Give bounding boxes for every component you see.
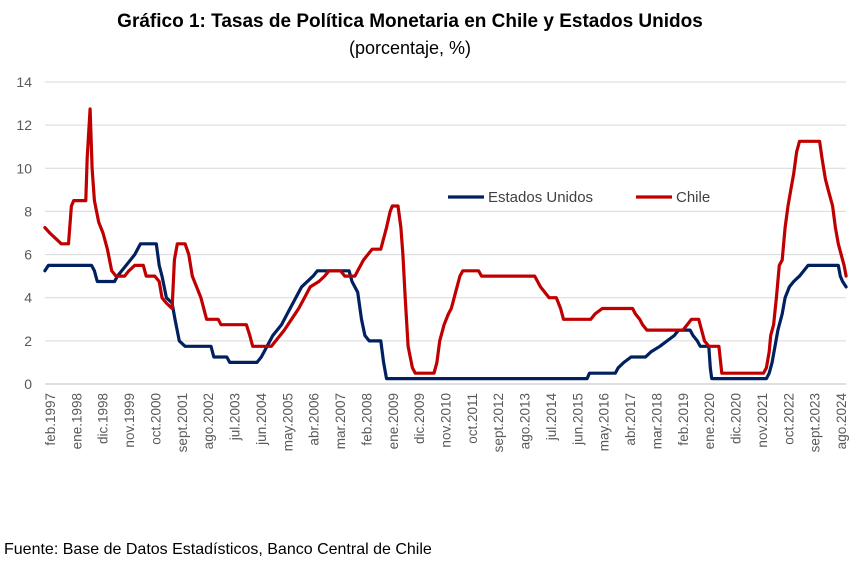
y-tick-label: 14: [16, 74, 32, 90]
y-tick-label: 2: [24, 333, 32, 349]
x-tick-label: may.2016: [597, 393, 612, 451]
x-tick-label: abr.2017: [623, 393, 638, 446]
x-tick-label: nov.1999: [122, 393, 137, 448]
x-tick-label: dic.1998: [96, 393, 111, 444]
y-tick-label: 6: [24, 247, 32, 263]
x-tick-label: sept.2001: [175, 393, 190, 452]
chart-title: Gráfico 1: Tasas de Política Monetaria e…: [117, 11, 703, 32]
series-line-estados-unidos: [43, 242, 848, 381]
x-axis-ticks: feb.1997 ene.1998 dic.1998 nov.1999 oct.2000…: [43, 393, 849, 453]
x-tick-label: jul.2003: [228, 393, 243, 441]
x-tick-label: jun.2015: [570, 393, 585, 446]
x-tick-label: dic.2009: [412, 393, 427, 444]
x-tick-label: oct.2000: [148, 393, 163, 445]
x-tick-label: oct.2011: [465, 393, 480, 444]
x-tick-label: jul.2014: [544, 393, 559, 442]
source-note: Fuente: Base de Datos Estadísticos, Banc…: [4, 541, 432, 558]
x-tick-label: nov.2021: [755, 393, 770, 448]
chart-subtitle: (porcentaje, %): [348, 38, 472, 58]
x-tick-label: mar.2018: [649, 393, 664, 449]
x-tick-label: mar.2007: [333, 393, 348, 449]
y-tick-label: 12: [16, 117, 32, 133]
x-tick-label: ago.2002: [201, 393, 216, 449]
x-tick-label: sept.2023: [808, 393, 823, 452]
series-lines: [43, 107, 848, 381]
x-tick-label: may.2005: [280, 393, 295, 451]
x-tick-label: jun.2004: [254, 393, 269, 446]
y-tick-label: 4: [24, 290, 32, 306]
y-axis-ticks: 0 2 4 6 8 10 12 14: [16, 74, 32, 392]
legend-label: Estados Unidos: [488, 189, 593, 206]
x-tick-label: oct.2022: [781, 393, 796, 445]
x-tick-label: dic.2020: [729, 393, 744, 444]
x-tick-label: ago.2024: [834, 393, 849, 450]
gridlines: [45, 81, 846, 385]
x-tick-label: sept.2012: [491, 393, 506, 452]
y-tick-label: 10: [16, 160, 32, 176]
x-tick-label: feb.2008: [359, 393, 374, 446]
x-tick-label: ene.1998: [69, 393, 84, 449]
x-tick-label: ene.2020: [702, 393, 717, 449]
y-tick-label: 0: [24, 376, 32, 392]
series-line-chile: [43, 107, 848, 375]
x-tick-label: ago.2013: [518, 393, 533, 449]
line-chart: 0 2 4 6 8 10 12 14 feb.1997 ene.1998 dic.1998 nov.…: [16, 74, 849, 453]
legend: Estados Unidos Chile: [448, 189, 710, 206]
x-tick-label: feb.1997: [43, 393, 58, 446]
x-tick-label: nov.2010: [439, 393, 454, 448]
x-tick-label: ene.2009: [386, 393, 401, 449]
legend-label: Chile: [676, 189, 710, 206]
x-tick-label: abr.2006: [307, 393, 322, 446]
x-tick-label: feb.2019: [676, 393, 691, 446]
y-tick-label: 8: [24, 203, 32, 219]
